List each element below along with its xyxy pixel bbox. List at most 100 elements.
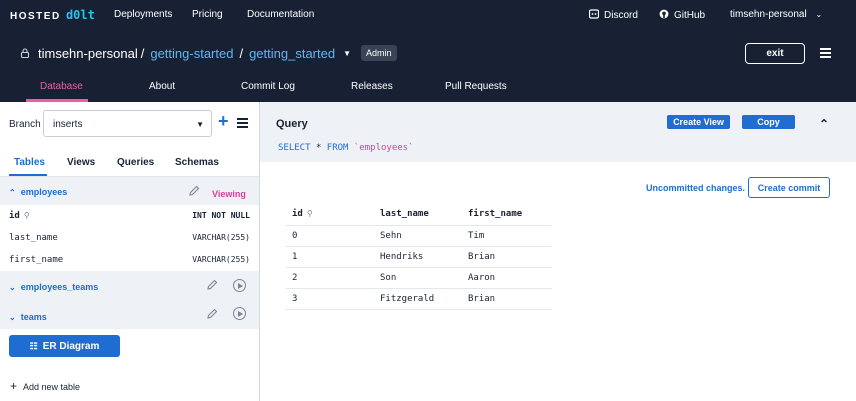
nav-pricing[interactable]: Pricing <box>192 9 223 20</box>
play-icon[interactable] <box>233 307 246 320</box>
query-panel: Query Create View Copy ⌃ SELECT * FROM `… <box>260 102 856 162</box>
add-branch-icon[interactable]: + <box>218 111 229 131</box>
column-row: first_name VARCHAR(255) <box>0 249 259 271</box>
repo-header: timsehn-personal / getting-started / get… <box>0 30 856 102</box>
user-name: timsehn-personal <box>730 9 807 20</box>
list-menu-icon[interactable] <box>237 118 248 128</box>
edit-pencil-icon[interactable] <box>188 185 200 197</box>
key-icon: ⚲ <box>306 209 313 219</box>
menu-icon[interactable] <box>820 48 831 58</box>
tab-releases[interactable]: Releases <box>351 81 393 92</box>
tab-schemas[interactable]: Schemas <box>175 157 219 168</box>
lock-icon <box>20 48 30 58</box>
discord-link[interactable]: Discord <box>589 9 638 21</box>
results-table: id ⚲ last_name first_name 0 Sehn Tim 1 He… <box>286 204 552 310</box>
table-header-row: id ⚲ last_name first_name <box>286 204 552 226</box>
branch-label: Branch <box>9 119 41 130</box>
table-cell[interactable]: Son <box>374 267 462 289</box>
sql-table-name: `employees` <box>353 143 414 153</box>
table-row: 2 Son Aaron <box>286 267 552 289</box>
create-commit-button[interactable]: Create commit <box>748 177 830 198</box>
logo-text: HOSTED <box>10 11 61 22</box>
table-item-teams[interactable]: ⌄ teams <box>0 301 259 329</box>
nav-deployments[interactable]: Deployments <box>114 9 173 20</box>
table-cell[interactable]: Tim <box>462 225 552 247</box>
github-label: GitHub <box>674 10 706 21</box>
sql-keyword: SELECT <box>278 143 311 153</box>
chevron-up-icon: ⌃ <box>9 188 16 197</box>
logo-mark: d0lt <box>65 8 95 22</box>
table-cell[interactable]: 2 <box>286 267 374 289</box>
table-cell[interactable]: 1 <box>286 246 374 268</box>
chevron-down-icon: ⌄ <box>9 283 16 292</box>
tab-about[interactable]: About <box>149 81 176 92</box>
column-name: id ⚲ <box>9 211 30 221</box>
exit-button[interactable]: exit <box>745 43 805 64</box>
divider <box>0 176 259 177</box>
column-header[interactable]: id ⚲ <box>286 204 374 226</box>
chevron-down-icon: ⌄ <box>9 313 16 322</box>
uncommitted-changes-link[interactable]: Uncommitted changes. <box>646 183 746 193</box>
tab-tables[interactable]: Tables <box>14 157 45 168</box>
branch-select[interactable]: inserts ▼ <box>43 110 212 137</box>
tab-queries[interactable]: Queries <box>117 157 155 168</box>
edit-pencil-icon[interactable] <box>206 308 218 320</box>
table-cell[interactable]: Hendriks <box>374 246 462 268</box>
nav-documentation[interactable]: Documentation <box>247 9 315 20</box>
sql-star: * <box>315 143 322 153</box>
active-tab-indicator <box>9 174 47 176</box>
database-name-link[interactable]: getting_started <box>249 45 336 61</box>
table-cell[interactable]: 0 <box>286 225 374 247</box>
discord-icon <box>589 9 599 19</box>
path-separator: / <box>140 45 145 61</box>
query-editor[interactable]: SELECT * FROM `employees` <box>278 143 414 153</box>
column-name: last_name <box>9 233 58 243</box>
column-row: last_name VARCHAR(255) <box>0 227 259 249</box>
github-icon <box>659 9 669 19</box>
discord-label: Discord <box>604 10 638 21</box>
table-item-employees[interactable]: ⌃ employees Viewing <box>0 177 259 205</box>
tab-database[interactable]: Database <box>40 81 83 92</box>
hosted-dolt-logo[interactable]: HOSTED d0lt <box>10 8 95 22</box>
table-cell[interactable]: Brian <box>462 288 552 310</box>
plus-icon: + <box>10 379 18 393</box>
tab-pull-requests[interactable]: Pull Requests <box>445 81 507 92</box>
github-link[interactable]: GitHub <box>659 9 705 21</box>
chevron-down-icon: ⌄ <box>815 10 823 19</box>
active-tab-indicator <box>26 99 88 102</box>
table-cell[interactable]: Aaron <box>462 267 552 289</box>
tab-commit-log[interactable]: Commit Log <box>241 81 295 92</box>
edit-pencil-icon[interactable] <box>206 279 218 291</box>
table-cell[interactable]: Fitzgerald <box>374 288 462 310</box>
repo-owner: timsehn-personal <box>38 45 138 61</box>
table-name[interactable]: ⌃ employees <box>9 187 68 197</box>
table-cell[interactable]: 3 <box>286 288 374 310</box>
caret-down-icon[interactable]: ▼ <box>343 48 352 58</box>
column-header[interactable]: last_name <box>374 204 462 226</box>
table-row: 0 Sehn Tim <box>286 225 552 247</box>
tab-views[interactable]: Views <box>67 157 96 168</box>
chevron-up-icon[interactable]: ⌃ <box>819 117 830 131</box>
table-cell[interactable]: Brian <box>462 246 552 268</box>
key-icon: ⚲ <box>23 211 30 220</box>
sql-keyword: FROM <box>326 143 349 153</box>
role-badge: Admin <box>361 45 397 61</box>
path-separator: / <box>239 45 244 61</box>
query-title: Query <box>276 118 308 130</box>
table-name[interactable]: ⌄ teams <box>9 312 47 322</box>
copy-button[interactable]: Copy <box>742 115 795 129</box>
column-header[interactable]: first_name <box>462 204 552 226</box>
table-cell[interactable]: Sehn <box>374 225 462 247</box>
table-item-employees-teams[interactable]: ⌄ employees_teams <box>0 271 259 301</box>
database-link[interactable]: getting-started <box>150 45 234 61</box>
er-diagram-button[interactable]: ☷ ER Diagram <box>9 335 120 357</box>
column-type: VARCHAR(255) <box>192 233 250 242</box>
play-icon[interactable] <box>233 279 246 292</box>
add-new-table-link[interactable]: + Add new table <box>10 379 81 393</box>
table-row: 3 Fitzgerald Brian <box>286 288 552 310</box>
caret-down-icon: ▼ <box>196 120 204 129</box>
column-type: VARCHAR(255) <box>192 255 250 264</box>
create-view-button[interactable]: Create View <box>667 115 730 129</box>
table-name[interactable]: ⌄ employees_teams <box>9 282 99 292</box>
user-menu[interactable]: timsehn-personal ⌄ <box>730 9 822 20</box>
